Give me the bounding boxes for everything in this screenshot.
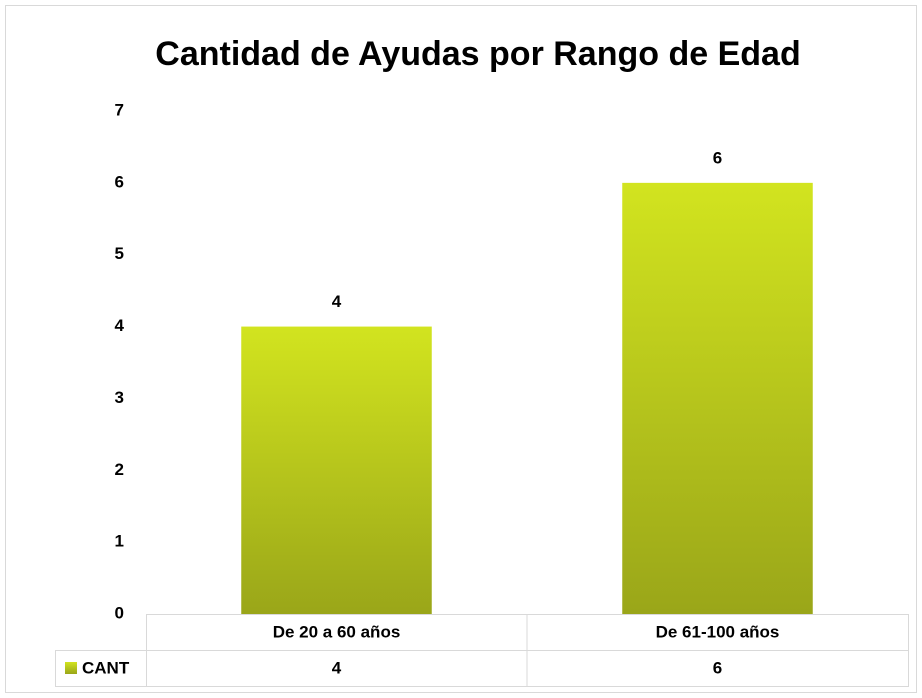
bar [241,326,432,614]
y-tick-label: 1 [115,532,124,551]
chart-title: Cantidad de Ayudas por Rango de Edad [155,35,800,73]
x-tick-label: De 61-100 años [656,622,780,641]
table-cell [55,650,909,687]
y-tick-label: 7 [115,100,124,119]
legend-key [65,662,77,674]
y-tick-label: 3 [115,388,124,407]
y-tick-label: 4 [115,316,125,335]
legend-label: CANT [82,658,130,677]
x-tick-label: De 20 a 60 años [273,622,401,641]
bar [622,182,813,614]
table-value: 6 [713,658,722,677]
y-tick-label: 2 [115,460,124,479]
y-tick-label: 6 [115,172,124,191]
data-label: 4 [332,292,342,311]
table-value: 4 [332,658,342,677]
y-tick-label: 5 [115,244,124,263]
y-tick-label: 0 [115,603,124,622]
data-label: 6 [713,148,722,167]
